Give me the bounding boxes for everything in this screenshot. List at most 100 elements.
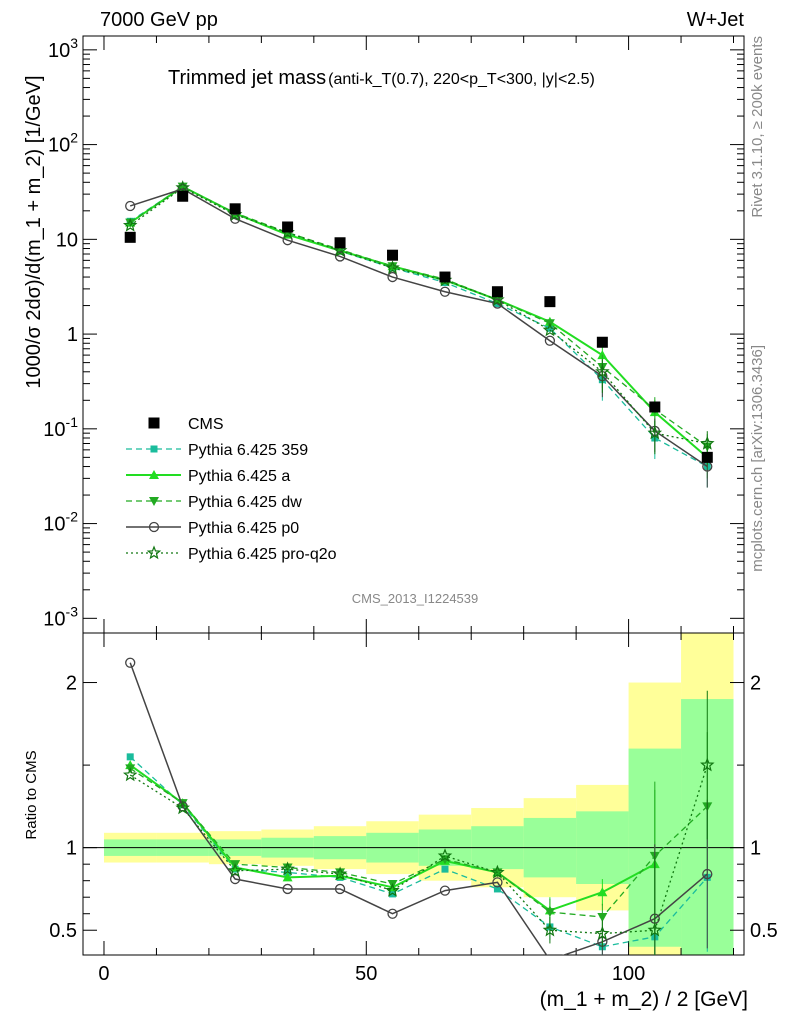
ratio-point-1 <box>597 887 608 897</box>
cms-data-point <box>544 296 556 308</box>
ratio-point-2 <box>335 868 346 878</box>
main-point-4 <box>490 292 505 307</box>
main-point-3 <box>439 286 451 297</box>
ratio-point-4 <box>700 757 715 772</box>
ratio-point-3 <box>229 873 241 885</box>
ratio-point-4 <box>280 861 295 876</box>
ratio-series-group <box>122 657 715 955</box>
analysis-watermark: CMS_2013_I1224539 <box>352 591 479 606</box>
ratio-line-0 <box>129 756 708 948</box>
ratio-point-4 <box>437 848 453 863</box>
legend-marker-cms <box>148 417 160 429</box>
x-tick-label: 100 <box>612 963 645 985</box>
x-axis-label: (m_1 + m_2) / 2 [GeV] <box>540 988 748 1011</box>
ratio-point-4 <box>595 925 610 940</box>
main-ytick-label: 1 <box>67 324 78 346</box>
main-point-4 <box>175 180 190 194</box>
main-point-3 <box>492 298 503 309</box>
main-point-4 <box>542 322 558 337</box>
ratio-y-axis-label: Ratio to CMS <box>23 750 40 839</box>
ratio-point-0 <box>126 753 134 761</box>
main-line-3 <box>129 188 708 468</box>
legend-marker-2 <box>149 470 159 479</box>
main-y-axis-label: 1000/σ 2dσ)/d(m_1 + m_2) [1/GeV] <box>23 75 45 388</box>
cms-data-point <box>439 271 451 283</box>
main-ytick-label: 103 <box>48 35 78 62</box>
main-point-4 <box>385 260 400 275</box>
main-point-4 <box>332 242 348 257</box>
main-point-3 <box>387 271 398 283</box>
main-point-3 <box>334 251 346 262</box>
ratio-uncertainty-bands <box>103 633 734 955</box>
ratio-point-4 <box>647 922 663 937</box>
main-frame-border <box>82 35 745 634</box>
ratio-point-1 <box>282 872 293 882</box>
cms-data-point <box>124 231 136 243</box>
legend-label-3: Pythia 6.425 dw <box>188 494 302 511</box>
ratio-ytick-label: 2 <box>66 673 77 695</box>
ratio-point-3 <box>439 885 451 896</box>
main-point-3 <box>544 335 556 346</box>
ratio-point-3 <box>702 868 713 880</box>
ratio-ytick-label-right: 0.5 <box>750 920 778 942</box>
main-ytick-label: 10-1 <box>43 414 78 441</box>
legend-label-5: Pythia 6.425 pro-q2o <box>188 546 337 563</box>
ratio-point-3 <box>492 877 503 888</box>
ratio-ytick-label-right: 2 <box>750 673 761 695</box>
cms-data-point <box>387 249 399 261</box>
source-label: mcplots.cern.ch [arXiv:1306.3436] <box>749 345 766 572</box>
ratio-point-2 <box>544 908 555 918</box>
legend-label-1: Pythia 6.425 359 <box>188 442 308 459</box>
rivet-version-label: Rivet 3.1.10, ≥ 200k events <box>749 36 766 218</box>
ratio-point-3 <box>387 908 398 919</box>
main-ytick-label: 102 <box>48 130 78 157</box>
ratio-point-2 <box>282 863 293 873</box>
ratio-point-4 <box>332 866 348 881</box>
main-ytick-label: 10-2 <box>43 509 78 536</box>
ratio-point-4 <box>385 882 400 897</box>
ratio-line-2 <box>129 767 708 918</box>
ratio-point-4 <box>542 922 558 937</box>
main-point-3 <box>125 200 136 212</box>
ratio-ytick-label: 0.5 <box>49 920 77 942</box>
ratio-frame-border <box>82 632 745 956</box>
ratio-plot-frame: 0 50 100 0.5 0.5 1 1 2 2 <box>49 632 778 985</box>
cms-data-point <box>177 190 189 202</box>
ratio-point-3 <box>334 883 346 895</box>
cms-data-point <box>701 451 713 463</box>
header-left: 7000 GeV pp <box>100 9 218 31</box>
main-point-4 <box>595 364 610 378</box>
main-series-group <box>122 180 715 488</box>
legend-marker-1 <box>150 445 158 453</box>
main-ytick-label: 10 <box>56 229 78 251</box>
main-line-2 <box>129 185 708 448</box>
cms-data-point <box>282 221 294 233</box>
legend-marker-3 <box>149 497 159 506</box>
cms-data-point <box>229 203 241 215</box>
ratio-point-3 <box>125 657 136 668</box>
ratio-point-0 <box>441 865 449 873</box>
main-point-4 <box>122 217 138 232</box>
ratio-line-4 <box>129 764 708 935</box>
legend-label-4: Pythia 6.425 p0 <box>188 520 299 537</box>
plot-title: Trimmed jet mass (anti-k_T(0.7), 220<p_T<… <box>168 67 595 89</box>
main-ytick-label: 10-3 <box>43 603 78 630</box>
main-plot-frame: 10-3 10-2 10-1 1 10 102 103 <box>43 35 745 634</box>
ratio-point-3 <box>282 883 293 895</box>
ratio-ytick-label: 1 <box>66 838 77 860</box>
legend-marker-4 <box>148 521 160 533</box>
x-tick-label: 50 <box>355 963 377 985</box>
legend-marker-5 <box>146 545 162 560</box>
ratio-point-4 <box>490 864 505 879</box>
header-right: W+Jet <box>687 9 745 31</box>
ratio-point-4 <box>175 800 190 815</box>
ratio-line-3 <box>129 662 708 955</box>
ratio-point-4 <box>122 767 138 782</box>
ratio-point-0 <box>493 885 501 893</box>
main-point-2 <box>125 218 136 228</box>
main-point-4 <box>700 435 715 450</box>
legend: CMS Pythia 6.425 359 Pythia 6.425 a Pythia … <box>126 416 337 563</box>
plot-title-main: Trimmed jet mass <box>168 67 326 89</box>
cms-data-point <box>596 336 608 348</box>
